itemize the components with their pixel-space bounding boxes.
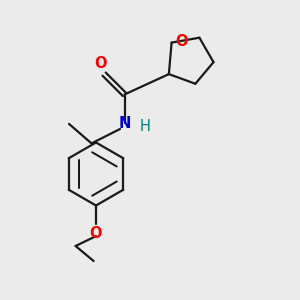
Text: O: O xyxy=(94,56,107,71)
Text: H: H xyxy=(140,119,151,134)
Text: O: O xyxy=(175,34,188,49)
Text: N: N xyxy=(118,116,131,130)
Text: O: O xyxy=(89,226,102,241)
